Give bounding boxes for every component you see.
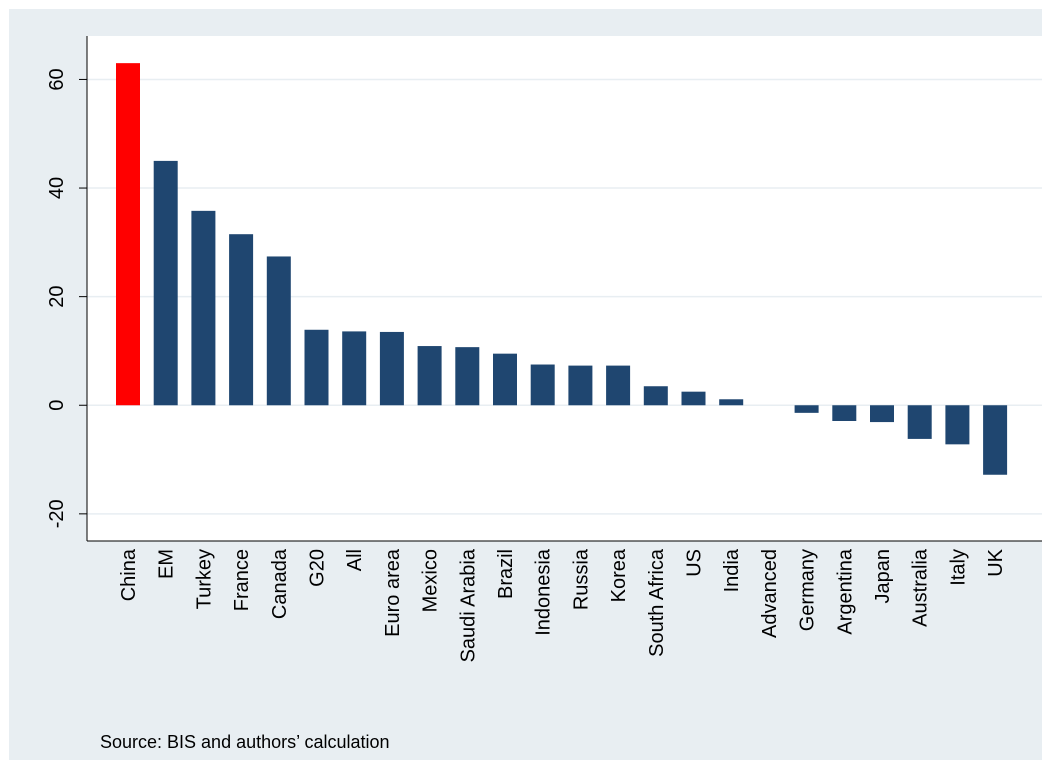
x-tick-label-advanced: Advanced <box>759 549 781 638</box>
x-tick-label-india: India <box>721 548 743 592</box>
bar-russia <box>568 365 593 406</box>
x-tick-label-all: All <box>344 549 366 571</box>
x-tick-label-us: US <box>684 549 706 577</box>
x-tick-label-turkey: Turkey <box>193 549 215 609</box>
x-tick-label-em: EM <box>156 549 178 579</box>
x-tick-label-germany: Germany <box>797 549 819 631</box>
bar-italy <box>945 405 970 445</box>
bar-g20 <box>304 329 329 406</box>
bar-argentina <box>832 405 857 421</box>
x-tick-label-russia: Russia <box>570 548 592 610</box>
x-tick-label-south-africa: South Africa <box>646 548 668 657</box>
chart-figure: -20 0 20 40 60 China EM Turkey France Canada G20 A… <box>9 9 1042 760</box>
bar-turkey <box>191 210 216 406</box>
x-tick-label-china: China <box>118 548 140 601</box>
bar-south-africa <box>643 386 668 406</box>
bar-germany <box>794 405 819 413</box>
bar-brazil <box>493 353 517 406</box>
x-tick-label-canada: Canada <box>269 548 291 619</box>
y-tick-label-2: 20 <box>46 286 68 308</box>
axes <box>79 36 1042 542</box>
y-tick-label-1: 0 <box>46 400 68 411</box>
y-tick-labels: -20 0 20 40 60 <box>46 68 68 528</box>
bar-chart: -20 0 20 40 60 China EM Turkey France Canada G20 A… <box>46 36 1042 662</box>
bars <box>116 63 1008 475</box>
x-tick-label-saudi-arabia: Saudi Arabia <box>457 548 479 662</box>
bar-us <box>681 391 706 406</box>
x-tick-label-indonesia: Indonesia <box>533 548 555 636</box>
y-tick-label-3: 40 <box>46 177 68 199</box>
bar-china <box>116 63 140 406</box>
bar-france <box>229 234 254 406</box>
bar-indonesia <box>530 364 555 406</box>
bar-korea <box>606 365 631 406</box>
y-tick-label-4: 60 <box>46 68 68 90</box>
bar-saudi-arabia <box>455 347 480 406</box>
source-note: Source: BIS and authors’ calculation <box>100 732 390 752</box>
x-tick-label-brazil: Brazil <box>495 549 517 599</box>
bar-uk <box>983 405 1008 475</box>
bar-mexico <box>417 346 442 406</box>
bar-em <box>153 160 178 406</box>
x-tick-label-france: France <box>231 549 253 611</box>
bar-canada <box>266 256 291 406</box>
x-tick-label-euro-area: Euro area <box>382 548 404 637</box>
x-tick-label-italy: Italy <box>947 549 969 586</box>
bar-india <box>719 399 744 406</box>
x-tick-label-uk: UK <box>985 548 1007 576</box>
x-tick-label-korea: Korea <box>608 548 630 602</box>
x-tick-labels: China EM Turkey France Canada G20 All Euro area… <box>118 548 1007 662</box>
x-tick-label-argentina: Argentina <box>834 548 856 634</box>
bar-all <box>342 331 367 406</box>
x-tick-label-mexico: Mexico <box>420 549 442 612</box>
x-tick-label-japan: Japan <box>872 549 894 604</box>
x-tick-label-g20: G20 <box>307 549 329 587</box>
bar-japan <box>870 405 894 423</box>
y-tick-label-0: -20 <box>46 499 68 528</box>
x-tick-label-australia: Australia <box>910 548 932 627</box>
bar-australia <box>907 405 932 439</box>
bar-euro-area <box>379 331 404 406</box>
